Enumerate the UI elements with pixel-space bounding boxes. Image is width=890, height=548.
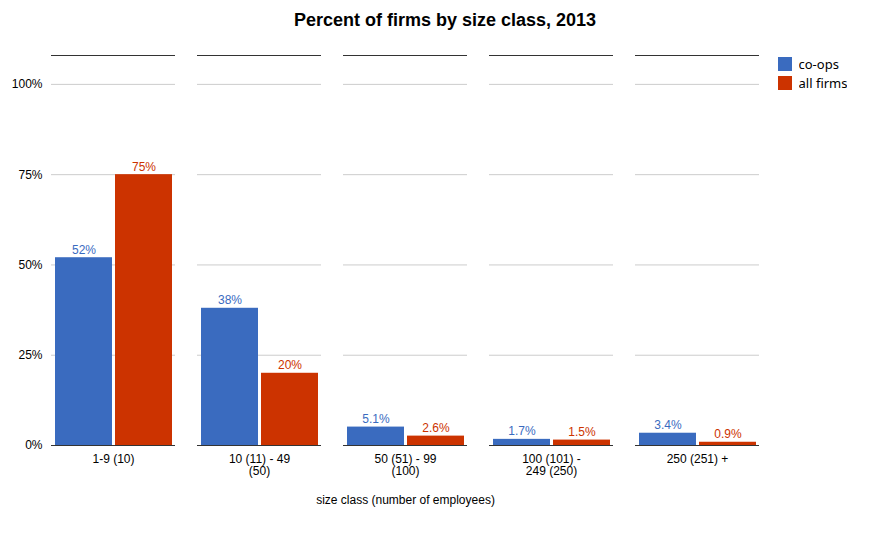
svg-text:size class (number of employee: size class (number of employees) [316,493,495,507]
svg-text:75%: 75% [132,160,156,174]
svg-text:10 (11) - 49(50): 10 (11) - 49(50) [229,452,290,478]
svg-text:1.5%: 1.5% [568,425,596,439]
svg-text:3.4%: 3.4% [654,418,682,432]
svg-text:75%: 75% [18,168,42,182]
svg-text:0.9%: 0.9% [714,427,742,441]
svg-text:50%: 50% [18,258,42,272]
svg-text:25%: 25% [18,348,42,362]
svg-text:100%: 100% [12,77,43,91]
svg-text:0%: 0% [25,438,43,452]
svg-text:20%: 20% [278,358,302,372]
svg-text:52%: 52% [72,243,96,257]
svg-text:1-9 (10): 1-9 (10) [92,452,134,466]
svg-text:250 (251) +: 250 (251) + [667,452,729,466]
html-text:Percent of firms by size class: Percent of firms by size class, 2013 [293,10,597,30]
svg-text:50 (51) - 99(100): 50 (51) - 99(100) [374,452,436,478]
svg-text:100 (101) -249 (250): 100 (101) -249 (250) [522,452,581,478]
html-text:all firms: all firms [798,74,848,92]
svg-text:2.6%: 2.6% [422,421,450,435]
html-text:co-ops: co-ops [798,55,839,73]
svg-text:1.7%: 1.7% [508,424,536,438]
svg-text:5.1%: 5.1% [362,412,390,426]
svg-text:38%: 38% [218,293,242,307]
